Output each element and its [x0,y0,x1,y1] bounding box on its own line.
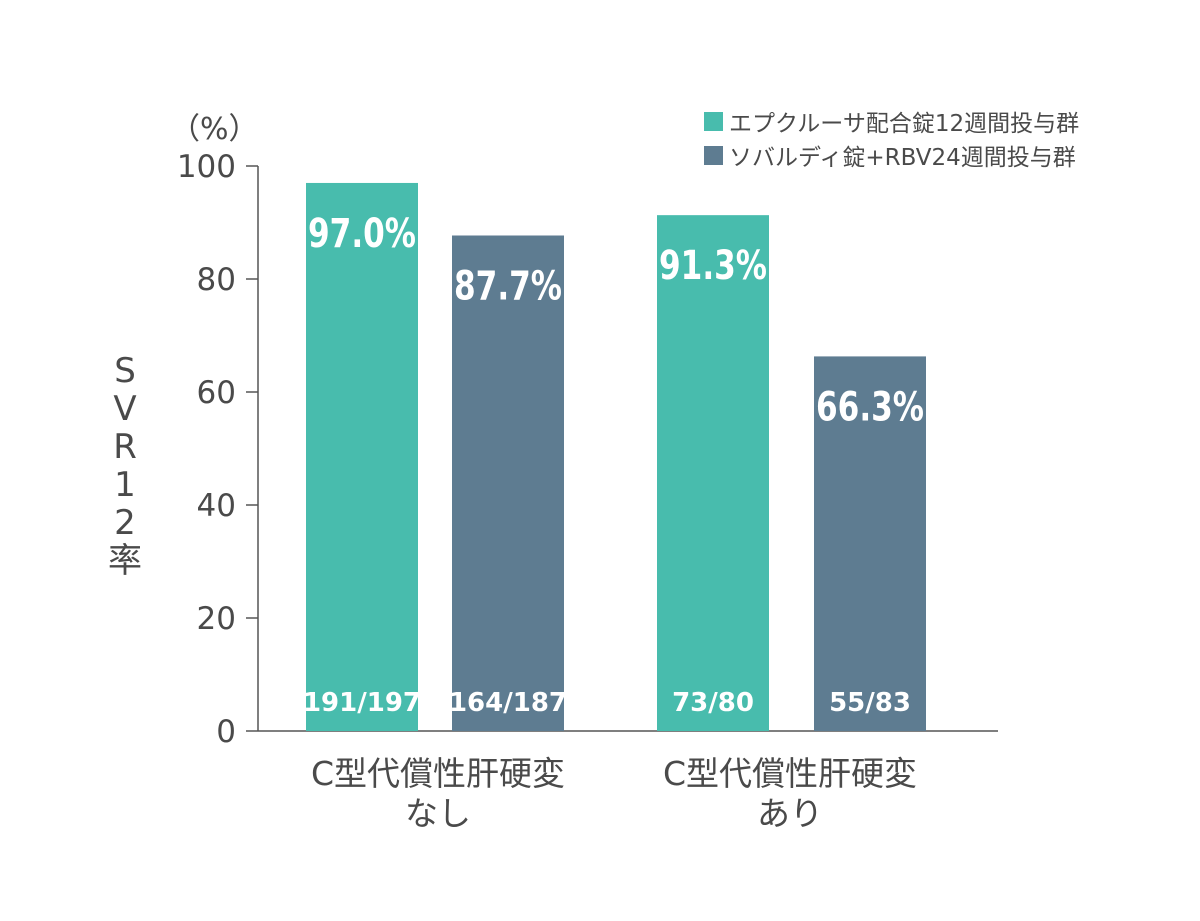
bar [452,235,564,731]
x-category-label-line: あり [757,794,823,833]
bar [814,356,926,731]
legend-item-series-2: ソバルディ錠+RBV24週間投与群 [704,138,1079,172]
legend-item-series-1: エプクルーサ配合錠12週間投与群 [704,104,1079,138]
chart-data-labels: 97.0% 191/197 91.3% 73/80 87.7% 164/187 66.3% 5… [303,211,924,718]
y-axis-label-char: 1 [114,465,136,505]
y-axis-label-char: R [113,427,137,467]
legend-label-series-1: エプクルーサ配合錠12週間投与群 [729,111,1080,137]
x-category-label-1: C型代償性肝硬変 なし [258,754,618,834]
y-axis-label-char: 2 [114,503,136,543]
legend-label-series-2: ソバルディ錠+RBV24週間投与群 [729,145,1076,171]
x-category-label-line: C型代償性肝硬変 [662,754,918,793]
y-axis-label: S V R 1 2 率 [100,352,150,580]
legend-swatch-series-2 [704,145,723,165]
legend-swatch-series-1 [704,111,723,131]
bar-count-label: 73/80 [672,688,754,718]
bar-value-label: 97.0% [308,211,416,257]
x-category-label-line: なし [405,794,471,833]
chart-legend: エプクルーサ配合錠12週間投与群 ソバルディ錠+RBV24週間投与群 [704,104,1079,172]
bar [657,215,769,731]
bar-value-label: 66.3% [816,384,924,430]
bar-count-label: 55/83 [829,688,911,718]
y-tick-label: 20 [197,601,236,637]
chart-bars [306,182,926,731]
y-unit-label: （%） [170,112,259,147]
y-tick-label: 100 [177,149,236,185]
bar-value-label: 87.7% [454,263,562,309]
y-axis-label-char: 率 [108,541,142,581]
y-tick-label: 60 [197,375,236,411]
bar [306,182,418,731]
y-tick-label: 0 [216,714,236,750]
bar-value-label: 91.3% [659,243,767,289]
x-category-label-2: C型代償性肝硬変 あり [610,754,970,834]
y-axis-label-char: S [114,351,136,391]
y-axis-label-char: V [113,389,137,429]
y-tick-label: 80 [197,262,236,298]
y-tick-label: 40 [197,488,236,524]
bar-count-label: 164/187 [449,688,567,718]
x-category-label-line: C型代償性肝硬変 [310,754,566,793]
chart-axes: 0 20 40 60 80 100 [177,149,998,750]
bar-count-label: 191/197 [303,688,421,718]
